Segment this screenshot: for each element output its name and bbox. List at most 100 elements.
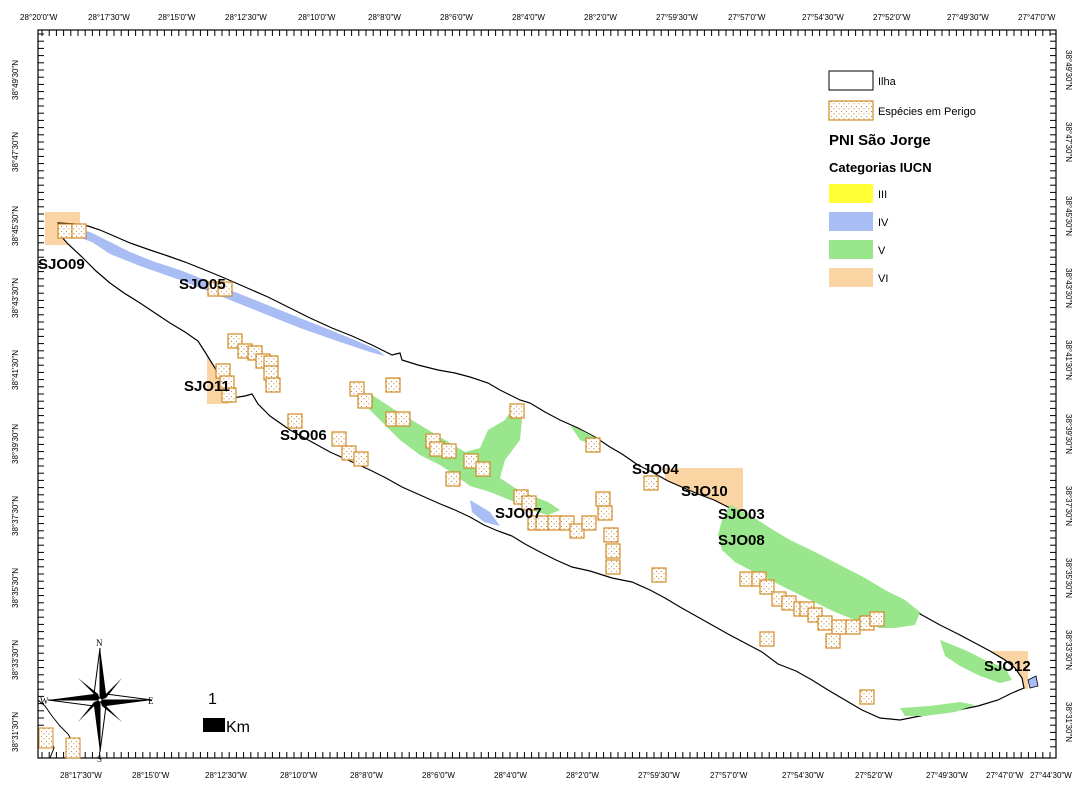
species-cell [597,505,613,521]
species-cell [859,689,875,705]
species-cell [287,413,303,429]
right-coord-label: 38°41'30"N [1064,340,1073,380]
bottom-coord-label: 28°2'0"W [566,771,599,780]
left-coord-label: 38°43'30"N [11,278,20,318]
top-coordinate-labels: 28°20'0"W 28°17'30"W 28°15'0"W 28°12'30"… [20,13,1056,22]
bottom-coord-label: 28°10'0"W [280,771,318,780]
species-cell [605,559,621,575]
right-coord-label: 38°43'30"N [1064,268,1073,308]
species-cell [395,411,411,427]
left-coord-label: 38°49'30"N [11,60,20,100]
right-coordinate-labels: 38°49'30"N 38°47'30"N 38°45'30"N 38°43'3… [1064,50,1073,742]
right-coord-label: 38°33'30"N [1064,630,1073,670]
species-cell [521,495,537,511]
species-cell [569,523,585,539]
graticule-ticks [38,30,1056,758]
compass-rose-icon: N S E W [40,638,154,764]
endangered-species-grid [57,223,885,705]
species-cell [817,615,833,631]
legend-label-vi: VI [878,273,888,285]
zone-label-sjo09: SJO09 [38,256,85,273]
right-coord-label: 38°37'30"N [1064,486,1073,526]
left-coord-label: 38°47'30"N [11,132,20,172]
species-cell [353,451,369,467]
top-coord-label: 28°2'0"W [584,13,617,22]
top-coord-label: 27°59'30"W [656,13,698,22]
species-cell [831,619,847,635]
bottom-coord-label: 27°47'0"W [986,771,1024,780]
top-coord-label: 28°15'0"W [158,13,196,22]
top-coord-label: 27°49'30"W [947,13,989,22]
bottom-coord-label: 27°49'30"W [926,771,968,780]
species-cell [349,381,365,397]
legend-swatch-species [828,100,874,121]
scale-bar-block [203,718,225,732]
legend-swatch-island [828,70,874,91]
species-cell [385,377,401,393]
species-cell [585,437,601,453]
top-coord-label: 27°54'30"W [802,13,844,22]
bottom-coord-label: 27°52'0"W [855,771,893,780]
species-cell [605,543,621,559]
top-coord-label: 28°17'30"W [88,13,130,22]
right-coord-label: 38°35'30"N [1064,558,1073,598]
legend-swatch-iii [829,184,873,203]
right-coord-label: 38°49'30"N [1064,50,1073,90]
legend-subtitle: Categorias IUCN [829,160,932,175]
species-cell [445,471,461,487]
species-cell [643,475,659,491]
category-iv-area [470,500,500,526]
right-coord-label: 38°47'30"N [1064,122,1073,162]
legend-label-species: Espécies em Perigo [878,106,976,118]
category-v-area [718,505,920,628]
zone-label-sjo11: SJO11 [184,378,230,395]
scale-bar: 1 Km [203,691,250,736]
species-cell [463,453,479,469]
left-coord-label: 38°35'30"N [11,568,20,608]
zone-label-sjo05: SJO05 [179,276,226,293]
right-coord-label: 38°45'30"N [1064,196,1073,236]
map-legend: Ilha Espécies em Perigo PNI São Jorge Ca… [828,70,976,287]
legend-title: PNI São Jorge [829,132,931,149]
bottom-coord-label: 27°59'30"W [638,771,680,780]
zone-label-sjo06: SJO06 [280,427,327,444]
bottom-coord-label: 28°6'0"W [422,771,455,780]
zone-labels: SJO09 SJO05 SJO11 SJO06 SJO07 SJO04 SJO1… [38,256,1031,675]
species-cell [825,633,841,649]
species-cell [759,631,775,647]
species-cell [651,567,667,583]
species-cell [65,737,81,759]
species-cell [595,491,611,507]
left-coord-label: 38°33'30"N [11,640,20,680]
bottom-coord-label: 28°12'30"W [205,771,247,780]
right-coord-label: 38°39'30"N [1064,414,1073,454]
top-coord-label: 28°12'30"W [225,13,267,22]
category-iv-area [1027,675,1039,689]
compass-w-label: W [40,696,49,706]
category-v-area [940,640,1012,683]
top-coord-label: 28°8'0"W [368,13,401,22]
legend-label-v: V [878,245,886,257]
species-cell [331,431,347,447]
zone-label-sjo07: SJO07 [495,505,542,522]
legend-label-island: Ilha [878,76,897,88]
bottom-coord-label: 27°57'0"W [710,771,748,780]
species-cell [759,579,775,595]
zone-label-sjo10: SJO10 [681,483,728,500]
left-coordinate-labels: 38°49'30"N 38°47'30"N 38°45'30"N 38°43'3… [11,60,20,752]
top-coord-label: 27°47'0"W [1018,13,1056,22]
top-coord-label: 28°20'0"W [20,13,58,22]
left-coord-label: 38°41'30"N [11,350,20,390]
left-coord-label: 38°39'30"N [11,424,20,464]
left-coord-label: 38°31'30"N [11,712,20,752]
legend-swatch-v [829,240,873,259]
bottom-coordinate-labels: 28°17'30"W 28°15'0"W 28°12'30"W 28°10'0"… [60,771,1072,780]
legend-label-iv: IV [878,217,889,229]
species-cell [217,281,233,297]
zone-label-sjo04: SJO04 [632,461,679,478]
top-coord-label: 27°57'0"W [728,13,766,22]
bottom-coord-label: 28°17'30"W [60,771,102,780]
category-v-area [900,702,975,716]
compass-s-label: S [97,754,102,764]
top-coord-label: 28°10'0"W [298,13,336,22]
